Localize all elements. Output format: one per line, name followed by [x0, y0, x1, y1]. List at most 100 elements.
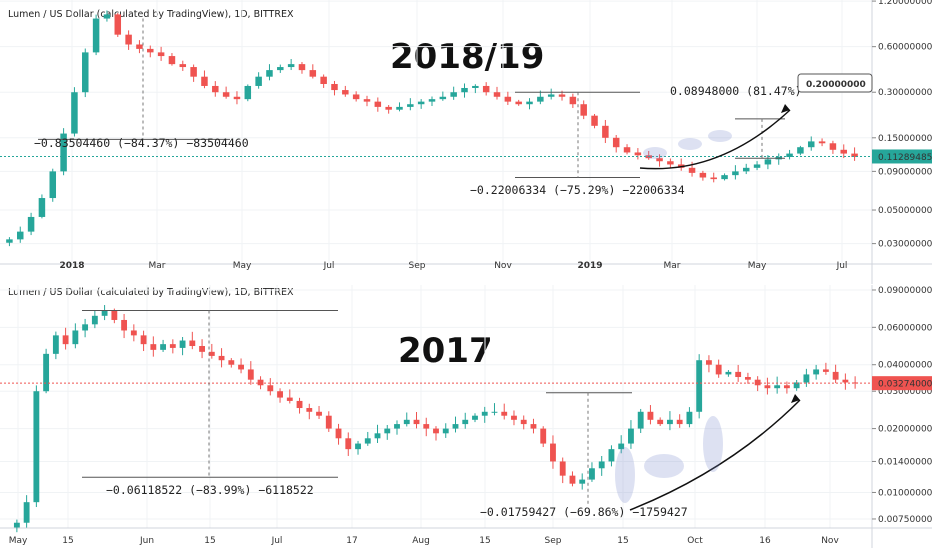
candle: [852, 382, 859, 384]
candle: [511, 415, 517, 420]
candle: [298, 64, 306, 71]
candle: [705, 360, 712, 365]
candle: [38, 198, 46, 217]
candle: [306, 408, 313, 412]
x-tick-label: 2019: [577, 261, 602, 271]
candle: [309, 70, 317, 77]
last-price-label: 0.11289485: [878, 153, 932, 163]
candle: [786, 153, 793, 158]
candle: [277, 391, 283, 398]
measure-label: 0.08948000 (81.47%): [670, 84, 802, 98]
candle: [286, 397, 293, 401]
candle: [13, 522, 20, 528]
candle: [403, 419, 410, 425]
candle: [150, 344, 157, 350]
candle: [742, 167, 750, 172]
y-tick-label: 0.15000000: [878, 134, 932, 144]
candle: [667, 161, 674, 165]
candle: [49, 171, 57, 199]
candle: [657, 419, 664, 425]
candle: [450, 92, 457, 97]
x-tick-label: Mar: [664, 261, 681, 271]
candle: [277, 67, 284, 71]
candle: [342, 90, 349, 95]
y-tick-label: 0.60000000: [878, 43, 932, 53]
highlight-ellipse: [643, 147, 667, 159]
candle: [710, 177, 717, 180]
candle: [374, 433, 381, 439]
last-price-badge: [872, 376, 932, 391]
candle: [754, 379, 761, 386]
candle: [501, 411, 508, 416]
candle: [238, 364, 244, 370]
candle: [33, 391, 40, 503]
top-panel: Lumen / US Dollar (calculated by Trading…: [0, 0, 932, 284]
candle: [793, 382, 800, 389]
candle: [52, 335, 59, 354]
y-tick-label: 0.01400000: [878, 457, 932, 467]
x-tick-label: 15: [617, 536, 628, 546]
candle: [244, 85, 252, 100]
candle: [147, 48, 154, 53]
candle: [491, 411, 498, 413]
candle: [442, 428, 449, 434]
x-tick-label: Nov: [821, 536, 839, 546]
candle: [822, 369, 829, 372]
top-year-label: 2018/19: [390, 37, 544, 77]
measure-label: −0.22006334 (−75.29%) −22006334: [470, 183, 685, 197]
candle: [266, 70, 273, 77]
candle: [602, 125, 609, 138]
measure-label: −0.06118522 (−83.99%) −6118522: [106, 483, 314, 497]
candle: [472, 85, 479, 88]
candle: [82, 324, 89, 331]
candle: [618, 443, 625, 450]
candle: [413, 419, 420, 425]
candle: [688, 167, 696, 173]
y-tick-label: 0.09000000: [878, 167, 932, 177]
candle: [550, 443, 556, 462]
candle: [540, 428, 547, 444]
candle: [157, 52, 165, 57]
candle: [255, 76, 262, 86]
x-tick-label: Mar: [149, 261, 166, 271]
candle: [591, 115, 598, 126]
candle: [140, 335, 147, 345]
candle: [482, 85, 490, 93]
highlight-ellipse: [644, 454, 684, 478]
highlight-ellipse: [615, 447, 635, 503]
candle: [439, 96, 447, 100]
candle: [233, 96, 241, 100]
candle: [352, 94, 360, 100]
x-tick-label: Oct: [687, 536, 703, 546]
candle: [222, 92, 230, 97]
candle: [101, 310, 108, 316]
candle: [71, 92, 78, 134]
candle: [637, 411, 644, 429]
candle: [764, 159, 772, 165]
candle: [667, 419, 673, 425]
measure-label: −0.01759427 (−69.86%) −1759427: [480, 505, 688, 519]
candle: [111, 310, 118, 320]
candle: [612, 137, 620, 148]
projection-arrow: [629, 399, 801, 511]
x-tick-label: Sep: [409, 261, 426, 271]
candle: [579, 479, 586, 484]
candle: [179, 340, 186, 348]
candle: [60, 133, 67, 172]
candle: [735, 371, 742, 378]
candle: [189, 340, 196, 347]
candle: [331, 83, 338, 91]
measure-label: −0.83504460 (−84.37%) −83504460: [34, 136, 249, 150]
candle: [364, 438, 371, 444]
candle: [580, 104, 587, 116]
y-tick-label: 0.03000000: [878, 240, 932, 250]
candle: [829, 143, 837, 150]
candle: [27, 216, 35, 232]
candle: [504, 96, 512, 102]
candle: [23, 502, 30, 523]
candle: [813, 369, 820, 375]
candle: [840, 149, 847, 154]
candle: [461, 87, 468, 93]
x-tick-label: 2018: [59, 261, 84, 271]
